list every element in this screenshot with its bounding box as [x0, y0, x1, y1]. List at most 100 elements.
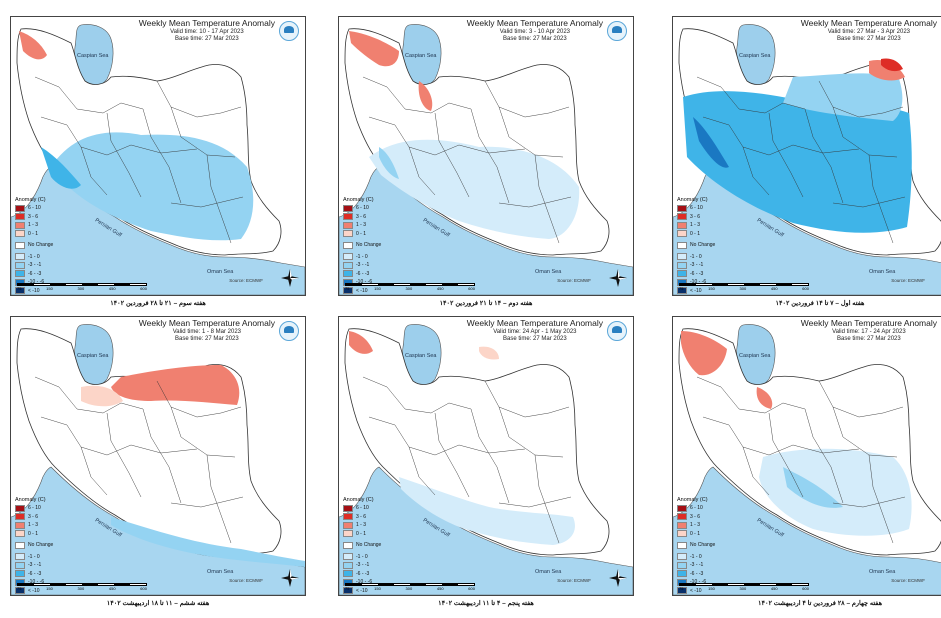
legend-label: No Change [690, 542, 716, 549]
legend-swatch [15, 553, 25, 561]
anomaly-area [479, 346, 499, 360]
legend-swatch [677, 253, 687, 261]
legend-label: 3 - 6 [690, 213, 701, 220]
anomaly-map [11, 317, 305, 595]
map-title-block: Weekly Mean Temperature Anomaly Valid tim… [138, 18, 275, 43]
map-frame: Weekly Mean Temperature Anomaly Valid tim… [10, 16, 306, 296]
map-title-block: Weekly Mean Temperature Anomaly Valid tim… [800, 318, 937, 343]
map-frame: Weekly Mean Temperature Anomaly Valid tim… [338, 16, 634, 296]
scale-tick: 450 [770, 586, 778, 591]
legend-swatch [343, 241, 353, 249]
legend-label: -6 - -3 [356, 270, 370, 277]
map-panel: Weekly Mean Temperature Anomaly Valid tim… [338, 316, 634, 607]
legend-swatch [15, 530, 25, 538]
scale-tick: 600 [468, 586, 475, 591]
anomaly-area [81, 385, 123, 407]
valid-time: Valid time: 24 Apr - 1 May 2023 [493, 328, 577, 335]
anomaly-map [673, 17, 941, 295]
caspian-sea-label: Caspian Sea [77, 53, 109, 59]
legend-entry: -6 - -3 [15, 570, 65, 579]
legend-label: 3 - 6 [356, 213, 367, 220]
legend-swatch [677, 204, 687, 212]
scale-bar-graphic [17, 583, 147, 586]
scale-tick: 75 [345, 286, 350, 291]
legend-swatch [343, 204, 353, 212]
anomaly-area [399, 477, 575, 545]
legend-entry: 0 - 1 [15, 530, 65, 539]
legend-swatch [15, 521, 25, 529]
map-frame: Weekly Mean Temperature Anomaly Valid tim… [10, 316, 306, 596]
north-arrow-icon [281, 569, 299, 587]
scale-tick: 150 [708, 586, 715, 591]
legend-label: 6 - 10 [28, 505, 41, 512]
scale-tick: 75 [17, 586, 22, 591]
legend-entry: 0 - 1 [677, 530, 727, 539]
legend-entry: -6 - -3 [343, 270, 393, 279]
legend-swatch [15, 213, 25, 221]
anomaly-area [19, 31, 47, 60]
legend-entry: -3 - -1 [343, 261, 393, 270]
legend-label: 0 - 1 [28, 230, 39, 237]
legend-swatch [15, 230, 25, 238]
scale-ticks: 75 150 300 450 600 [17, 586, 147, 591]
legend-label: 6 - 10 [28, 205, 41, 212]
oman-sea-label: Oman Sea [207, 569, 234, 575]
legend-label: -6 - -3 [690, 270, 704, 277]
map-panel: Weekly Mean Temperature Anomaly Valid tim… [338, 16, 634, 307]
legend-label: < -10 [356, 287, 368, 294]
anomaly-area [369, 139, 580, 239]
source-credit: Source: ECMWF [229, 578, 263, 583]
base-time: Base time: 27 Mar 2023 [837, 35, 901, 42]
legend-label: 0 - 1 [356, 530, 367, 537]
legend-label: < -10 [690, 287, 702, 294]
legend-label: 6 - 10 [356, 505, 369, 512]
legend-entry: 6 - 10 [677, 204, 727, 213]
scale-tick: 450 [436, 586, 444, 591]
legend-label: -3 - -1 [690, 262, 704, 269]
legend-entry: -3 - -1 [343, 561, 393, 570]
legend-label: 0 - 1 [690, 530, 701, 537]
scale-bar-graphic [345, 283, 475, 286]
oman-sea-label: Oman Sea [869, 269, 896, 275]
legend-entry: 3 - 6 [677, 213, 727, 222]
legend-label: No Change [690, 242, 716, 249]
legend-label: < -10 [356, 587, 368, 594]
legend-swatch [15, 261, 25, 269]
legend-label: 6 - 10 [690, 205, 703, 212]
map-frame: Weekly Mean Temperature Anomaly Valid tim… [672, 16, 941, 296]
scale-tick: 450 [108, 286, 116, 291]
legend-label: 0 - 1 [28, 530, 39, 537]
map-title: Weekly Mean Temperature Anomaly [800, 18, 937, 28]
legend-swatch [343, 587, 353, 595]
legend-swatch [677, 213, 687, 221]
legend-entry: 0 - 1 [15, 230, 65, 239]
anomaly-map [339, 17, 633, 295]
map-title: Weekly Mean Temperature Anomaly [138, 18, 275, 28]
map-title: Weekly Mean Temperature Anomaly [800, 318, 937, 328]
map-frame: Weekly Mean Temperature Anomaly Valid tim… [338, 316, 634, 596]
base-time: Base time: 27 Mar 2023 [175, 35, 239, 42]
anomaly-map [673, 317, 941, 595]
scale-tick: 75 [17, 286, 22, 291]
scale-tick: 300 [405, 286, 413, 291]
week-caption: هفته اول – ۷ تا ۱۴ فروردین ۱۴۰۲ [775, 300, 865, 307]
legend-swatch [15, 270, 25, 278]
legend-swatch [343, 561, 353, 569]
scale-bar-graphic [345, 583, 475, 586]
oman-sea-label: Oman Sea [535, 269, 562, 275]
legend-swatch [677, 241, 687, 249]
legend-label: -10 - -6 [28, 579, 44, 585]
province-borders [34, 376, 244, 544]
legend-swatch [677, 287, 687, 295]
legend-label: -6 - -3 [28, 270, 42, 277]
legend-entry: < -10 [343, 287, 393, 296]
legend-swatch [343, 504, 353, 512]
caspian-sea-label: Caspian Sea [739, 353, 771, 359]
agency-logo-icon [279, 321, 299, 341]
legend-swatch [15, 504, 25, 512]
scale-bar-graphic [17, 283, 147, 286]
base-time: Base time: 27 Mar 2023 [503, 35, 567, 42]
legend-entry: 3 - 6 [343, 213, 393, 222]
scale-tick: 150 [46, 586, 53, 591]
